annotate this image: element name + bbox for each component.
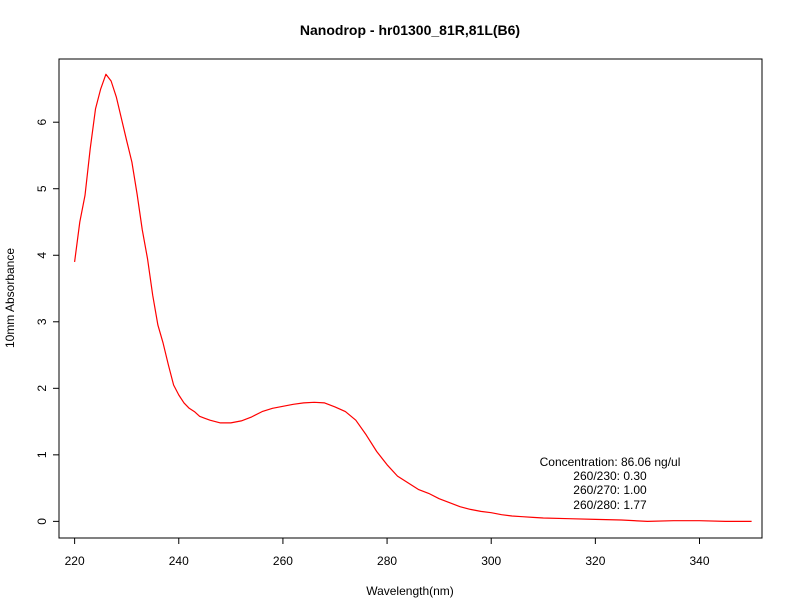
annotation-ratio-260-270: 260/270: 1.00 (573, 483, 647, 497)
y-tick-label-6: 6 (35, 119, 49, 126)
annotation-concentration: Concentration: 86.06 ng/ul (540, 455, 681, 469)
annotation-ratio-260-230: 260/230: 0.30 (573, 469, 647, 483)
y-axis: 0 1 2 3 4 5 6 (35, 119, 60, 525)
y-tick-label-3: 3 (35, 318, 49, 325)
x-tick-label-340: 340 (689, 554, 709, 568)
y-tick-label-0: 0 (35, 518, 49, 525)
y-tick-label-5: 5 (35, 185, 49, 192)
y-tick-label-4: 4 (35, 252, 49, 259)
series-layer (74, 73, 752, 523)
y-tick-label-2: 2 (35, 385, 49, 392)
x-tick-label-260: 260 (273, 554, 293, 568)
y-tick-label-1: 1 (35, 451, 49, 458)
x-axis: 220 240 260 280 300 320 340 (65, 537, 710, 568)
absorbance-line-0 (74, 73, 752, 523)
x-tick-label-280: 280 (377, 554, 397, 568)
y-axis-label: 10mm Absorbance (3, 248, 17, 348)
annotation-ratio-260-280: 260/280: 1.77 (573, 498, 647, 512)
x-tick-label-240: 240 (169, 554, 189, 568)
x-tick-label-300: 300 (481, 554, 501, 568)
x-axis-label: Wavelength(nm) (366, 584, 454, 598)
x-tick-label-220: 220 (65, 554, 85, 568)
x-tick-label-320: 320 (585, 554, 605, 568)
chart-title: Nanodrop - hr01300_81R,81L(B6) (300, 22, 520, 38)
